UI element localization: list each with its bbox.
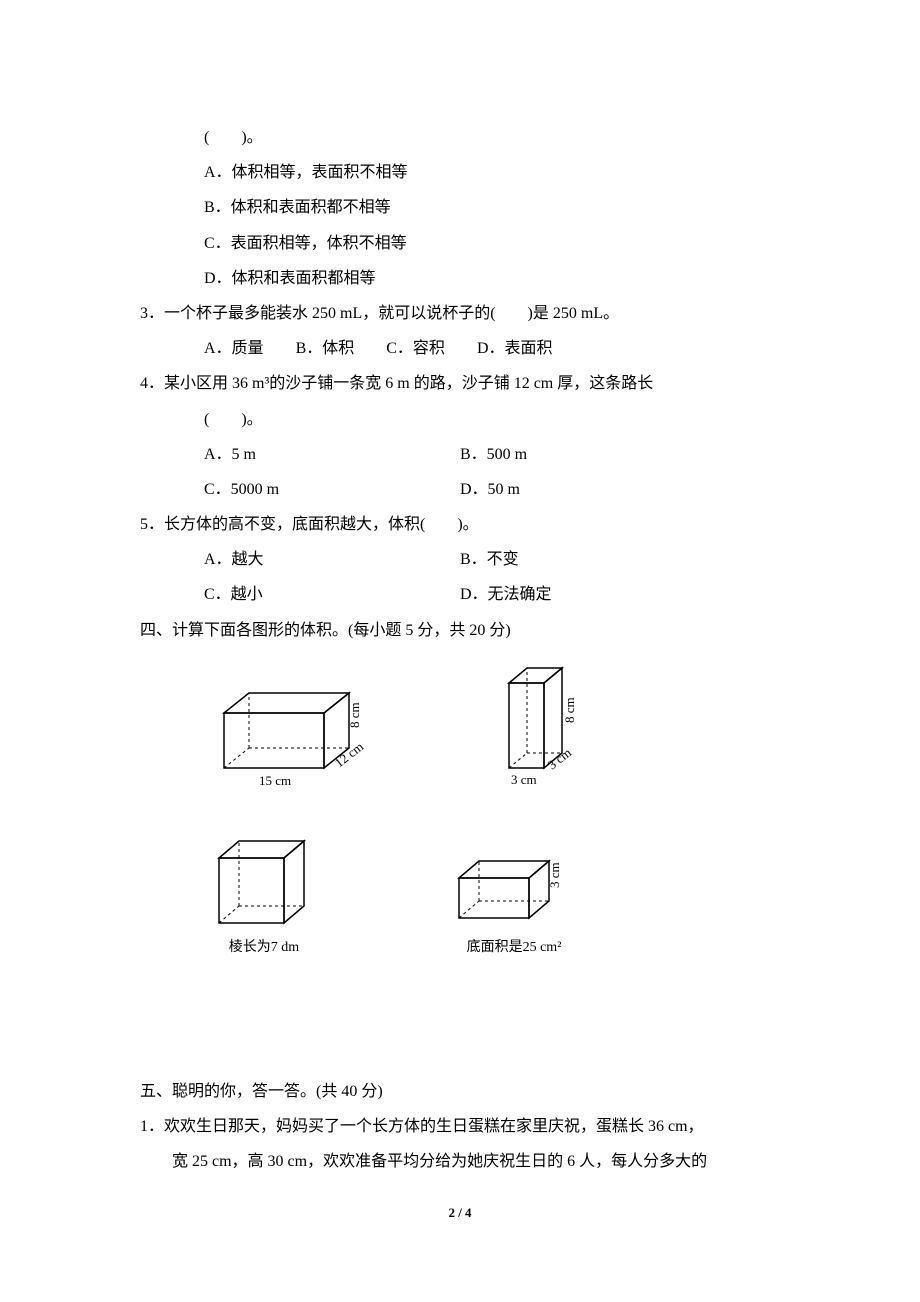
cuboid-wide-icon: 15 cm 12 cm 8 cm — [204, 683, 374, 793]
q4-optC: C．5000 m — [204, 472, 460, 507]
q5-stem: 5．长方体的高不变，底面积越大，体积( )。 — [140, 507, 780, 542]
q2-optC: C．表面积相等，体积不相等 — [140, 226, 780, 261]
q4-stem1: 4．某小区用 36 m³的沙子铺一条宽 6 m 的路，沙子铺 12 cm 厚，这… — [140, 366, 780, 401]
q5-optC: C．越小 — [204, 577, 460, 612]
fig2-height: 8 cm — [562, 697, 577, 723]
fig4-height: 3 cm — [547, 862, 562, 888]
q5-optB: B．不变 — [460, 542, 519, 577]
figure-cube: 棱长为7 dm — [204, 833, 324, 964]
q3-options: A．质量 B．体积 C．容积 D．表面积 — [140, 331, 780, 366]
q2-optD: D．体积和表面积都相等 — [140, 261, 780, 296]
q4-optA: A．5 m — [204, 437, 460, 472]
s5-q1-line1: 1．欢欢生日那天，妈妈买了一个长方体的生日蛋糕在家里庆祝，蛋糕长 36 cm， — [140, 1109, 780, 1144]
page-number: 2 / 4 — [140, 1199, 780, 1228]
q4-row2: C．5000 m D．50 m — [140, 472, 780, 507]
q2-tail: ( )。 — [140, 120, 780, 155]
flat-cuboid-icon: 3 cm — [444, 853, 584, 933]
q5-row1: A．越大 B．不变 — [140, 542, 780, 577]
q3-optB: B．体积 — [296, 331, 355, 366]
q3-stem: 3．一个杯子最多能装水 250 mL，就可以说杯子的( )是 250 mL。 — [140, 296, 780, 331]
figures-row-1: 15 cm 12 cm 8 cm 3 cm 3 cm 8 cm — [140, 658, 780, 793]
figures-row-2: 棱长为7 dm 3 cm 底面积是25 cm² — [140, 833, 780, 964]
fig2-length: 3 cm — [511, 772, 537, 787]
q2-optA: A．体积相等，表面积不相等 — [140, 155, 780, 190]
q2-optB: B．体积和表面积都不相等 — [140, 190, 780, 225]
cube-icon — [204, 833, 324, 933]
q4-row1: A．5 m B．500 m — [140, 437, 780, 472]
fig1-height: 8 cm — [347, 702, 362, 728]
section4-title: 四、计算下面各图形的体积。(每小题 5 分，共 20 分) — [140, 613, 780, 648]
q3-optA: A．质量 — [204, 331, 264, 366]
s5-q1-line2: 宽 25 cm，高 30 cm，欢欢准备平均分给为她庆祝生日的 6 人，每人分多… — [140, 1144, 780, 1179]
q3-optC: C．容积 — [386, 331, 445, 366]
fig4-caption: 底面积是25 cm² — [467, 933, 562, 964]
figure-flat-cuboid: 3 cm 底面积是25 cm² — [444, 853, 584, 964]
q4-optD: D．50 m — [460, 472, 520, 507]
figure-cuboid-tall: 3 cm 3 cm 8 cm — [494, 658, 604, 793]
q4-stem2: ( )。 — [140, 402, 780, 437]
q3-optD: D．表面积 — [477, 331, 553, 366]
q5-optA: A．越大 — [204, 542, 460, 577]
fig1-length: 15 cm — [259, 773, 291, 788]
fig3-caption: 棱长为7 dm — [229, 933, 299, 964]
figure-cuboid-wide: 15 cm 12 cm 8 cm — [204, 683, 374, 793]
fig2-width: 3 cm — [545, 745, 574, 773]
q5-optD: D．无法确定 — [460, 577, 552, 612]
cuboid-tall-icon: 3 cm 3 cm 8 cm — [494, 658, 604, 793]
section5-title: 五、聪明的你，答一答。(共 40 分) — [140, 1074, 780, 1109]
q5-row2: C．越小 D．无法确定 — [140, 577, 780, 612]
q4-optB: B．500 m — [460, 437, 527, 472]
